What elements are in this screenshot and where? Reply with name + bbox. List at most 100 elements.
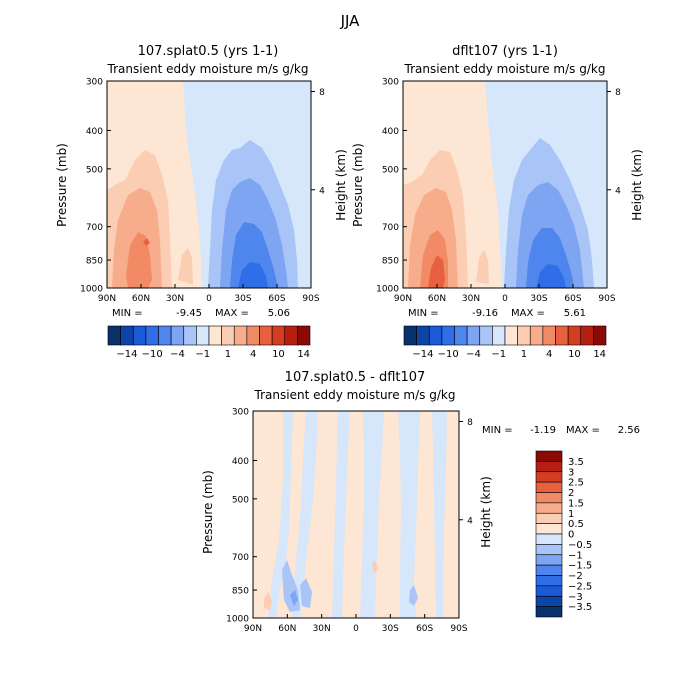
- panel-2-xtick-label: 60N: [428, 294, 446, 304]
- colorbar-1-label: 1: [225, 349, 231, 360]
- panel-2-ytick-label: 1000: [376, 285, 399, 295]
- colorbar-diff-label: −2.5: [568, 581, 592, 592]
- panel-3-ytick-label: 300: [232, 408, 249, 418]
- colorbar-2-box: [416, 325, 430, 346]
- colorbar-2-box: [567, 325, 582, 346]
- colorbar-2-box: [542, 325, 556, 346]
- panel-1-ytick-label: 1000: [80, 285, 103, 295]
- panel-3-ylabel: Pressure (mb): [201, 470, 215, 554]
- colorbar-1-box: [233, 325, 248, 346]
- colorbar-1-box: [196, 325, 210, 346]
- colorbar-1-label: −4: [170, 349, 185, 360]
- colorbar-diff-label: −1.5: [568, 561, 592, 572]
- panel-3-ytick-label: 850: [232, 587, 249, 597]
- panel-1-ytick-label: 850: [86, 257, 103, 267]
- panel-3-ylabel-right: Height (km): [479, 476, 493, 547]
- colorbar-1-box: [284, 325, 298, 346]
- panel-1-ytick-label: 300: [86, 78, 103, 88]
- panel-3: 107.splat0.5 - dflt107 Transient eddy mo…: [201, 370, 640, 619]
- colorbar-2-label: −1: [491, 349, 506, 360]
- colorbar-1-box: [158, 325, 172, 346]
- panel-1-min-label: MIN =: [112, 308, 143, 319]
- panel-3-xtick-label: 30S: [382, 624, 399, 634]
- colorbar-1-box: [297, 325, 311, 346]
- panel-3-xtick-label: 60N: [278, 624, 296, 634]
- panel-2-max-value: 5.61: [564, 308, 586, 319]
- colorbar-diff-label: −0.5: [568, 540, 592, 551]
- panel-2-xtick-label: 0: [502, 294, 508, 304]
- colorbar-2-label: −10: [438, 349, 459, 360]
- panel-1-ylabel-right: Height (km): [334, 149, 348, 220]
- colorbar-2-box: [479, 325, 493, 346]
- panel-2-height-tick-label: 4: [615, 186, 621, 196]
- panel-3-height-tick-label: 8: [467, 418, 473, 428]
- panel-3-min-label: MIN =: [482, 425, 513, 436]
- colorbar-1-box: [259, 325, 273, 346]
- colorbar-diff-box: [535, 512, 563, 524]
- colorbar-1-box: [271, 325, 286, 346]
- panel-2-ylabel: Pressure (mb): [351, 143, 365, 227]
- colorbar-2-label: 10: [568, 349, 581, 360]
- panel-2-ytick-label: 500: [382, 165, 399, 175]
- colorbar-diff-label: 2: [568, 488, 574, 499]
- colorbar-1-box: [183, 325, 197, 346]
- panel-3-min-value: -1.19: [530, 425, 556, 436]
- colorbar-1-label: −14: [116, 349, 137, 360]
- colorbar-2-box: [441, 325, 455, 346]
- panel-1-height-tick-label: 4: [319, 186, 325, 196]
- colorbar-2-box: [593, 325, 607, 346]
- colorbar-diff-box: [535, 523, 563, 535]
- panel-1-plot-field: [107, 81, 311, 288]
- colorbar-1-box: [132, 325, 147, 346]
- panel-2-height-tick-label: 8: [615, 88, 621, 98]
- panel-3-ytick-label: 700: [232, 553, 249, 563]
- panel-3-xtick-label: 0: [353, 624, 359, 634]
- panel-2-ytick-label: 850: [382, 257, 399, 267]
- colorbar-2-box: [529, 325, 544, 346]
- colorbar-2-box: [454, 325, 468, 346]
- generated-axes-and-colorbars: 90N 60N 30N 0 30S 60S 90S300400500700850100084…: [80, 78, 621, 635]
- colorbar-1-box: [246, 325, 260, 346]
- colorbar-diff-label: −3: [568, 592, 583, 603]
- panel-2-xtick-label: 30N: [462, 294, 480, 304]
- panel-3-ytick-label: 400: [232, 457, 249, 467]
- colorbar-diff-label: 3.5: [568, 457, 584, 468]
- colorbar-diff-box: [535, 585, 563, 597]
- panel-2-xtick-label: 30S: [530, 294, 547, 304]
- colorbar-2-box: [428, 325, 443, 346]
- colorbar-diff-box: [535, 471, 563, 483]
- panel-2-title: dflt107 (yrs 1-1): [452, 44, 558, 59]
- panel-1-xtick-label: 30N: [166, 294, 184, 304]
- colorbar-diff-label: 3: [568, 467, 574, 478]
- colorbar-2-label: 1: [521, 349, 527, 360]
- panel-3-plot-field: [253, 411, 459, 618]
- panel-2-ytick-label: 400: [382, 127, 399, 137]
- panel-1-ytick-label: 700: [86, 223, 103, 233]
- panel-3-xtick-label: 90S: [450, 624, 467, 634]
- panel-1-xtick-label: 60N: [132, 294, 150, 304]
- colorbar-diff-box: [535, 544, 563, 556]
- colorbar-diff-box: [535, 554, 563, 566]
- colorbar-1-box: [145, 325, 159, 346]
- colorbar-diff-box: [535, 481, 563, 493]
- panel-1-xtick-label: 60S: [268, 294, 285, 304]
- colorbar-1-label: −1: [195, 349, 210, 360]
- colorbar-diff-box: [535, 450, 563, 462]
- colorbar-diff-box: [535, 533, 563, 545]
- panel-2-max-label: MAX =: [511, 308, 545, 319]
- colorbar-1-box: [221, 325, 235, 346]
- panel-1-max-label: MAX =: [215, 308, 249, 319]
- panel-2: dflt107 (yrs 1-1) Transient eddy moistur…: [351, 44, 644, 319]
- panel-3-max-label: MAX =: [566, 425, 600, 436]
- colorbar-diff-label: 0: [568, 530, 574, 541]
- colorbar-diff-label: −1: [568, 550, 583, 561]
- panel-2-ytick-label: 300: [382, 78, 399, 88]
- panel-3-xtick-label: 90N: [244, 624, 262, 634]
- colorbar-diff-box: [535, 595, 563, 607]
- colorbar-2-label: 4: [546, 349, 552, 360]
- colorbar-1-box: [120, 325, 134, 346]
- panel-2-xtick-label: 90N: [394, 294, 412, 304]
- panel-2-xtick-label: 90S: [598, 294, 615, 304]
- panel-2-subtitle: Transient eddy moisture m/s g/kg: [404, 62, 606, 76]
